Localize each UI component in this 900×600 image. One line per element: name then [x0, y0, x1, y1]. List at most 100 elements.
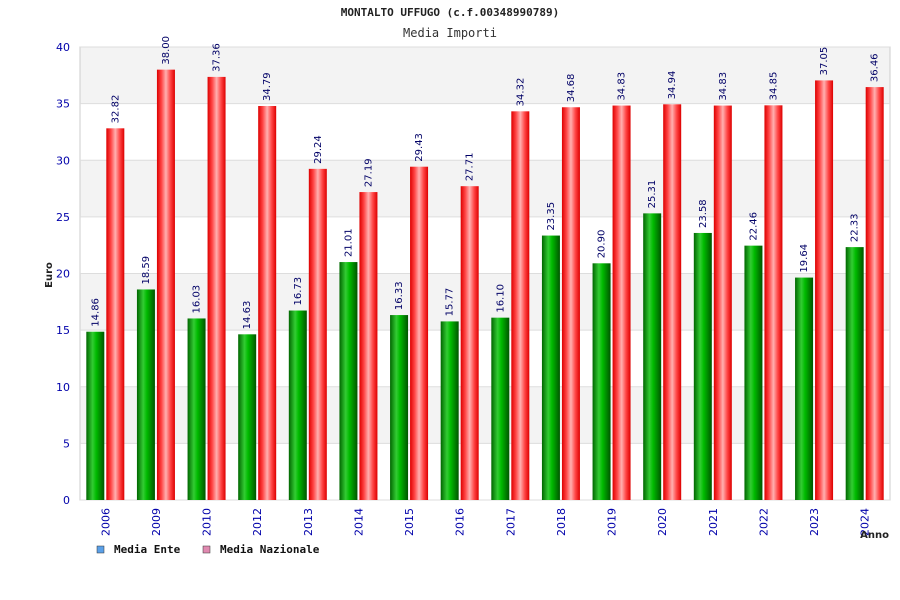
legend-label-media-nazionale: Media Nazionale	[220, 543, 320, 556]
bar-media-nazionale-2021	[713, 105, 732, 501]
bar-media-ente-2015	[390, 315, 409, 500]
data-label-media-nazionale-2012: 34.79	[262, 72, 273, 101]
data-label-media-nazionale-2014: 27.19	[363, 158, 374, 187]
data-label-media-ente-2006: 14.86	[90, 298, 101, 327]
bar-media-nazionale-2022	[764, 105, 783, 500]
bar-media-nazionale-2016	[460, 186, 479, 500]
bar-media-nazionale-2012	[258, 106, 277, 501]
x-tick-label-2016: 2016	[454, 508, 467, 536]
bar-media-nazionale-2024	[865, 87, 884, 500]
x-tick-label-2015: 2015	[403, 508, 416, 536]
x-tick-label-2009: 2009	[150, 508, 163, 536]
legend: Media Ente Media Nazionale	[96, 543, 320, 556]
y-tick-label: 15	[56, 324, 70, 337]
data-label-media-ente-2024: 22.33	[850, 213, 861, 242]
bar-media-ente-2016	[440, 321, 459, 500]
data-label-media-nazionale-2006: 32.82	[110, 95, 121, 124]
bar-media-ente-2019	[592, 263, 611, 500]
data-label-media-nazionale-2022: 34.85	[768, 72, 779, 101]
data-label-media-nazionale-2013: 29.24	[313, 135, 324, 164]
x-tick-label-2018: 2018	[555, 508, 568, 536]
bar-media-ente-2010	[187, 318, 206, 500]
x-tick-label-2024: 2024	[859, 508, 872, 536]
y-tick-label: 10	[56, 381, 70, 394]
data-label-media-ente-2017: 16.10	[495, 284, 506, 313]
bar-media-nazionale-2018	[561, 107, 580, 501]
bars: 14.86 32.82 18.59 38.00 16.03 37.36 14.63 34.79…	[86, 36, 884, 501]
bar-media-ente-2006	[86, 331, 105, 500]
data-label-media-nazionale-2009: 38.00	[161, 36, 172, 65]
data-label-media-nazionale-2023: 37.05	[819, 47, 830, 76]
y-tick-label: 35	[56, 98, 70, 111]
data-label-media-ente-2012: 14.63	[242, 301, 253, 330]
x-axis-ticks: 2006 2009 2010 2012 2013 2014 2015 2016 2017 2018…	[99, 508, 871, 536]
bar-media-ente-2014	[339, 262, 358, 500]
x-tick-label-2014: 2014	[352, 508, 365, 536]
data-label-media-ente-2021: 23.58	[698, 199, 709, 228]
x-tick-label-2012: 2012	[251, 508, 264, 536]
legend-swatch-media-ente	[96, 545, 105, 554]
data-label-media-ente-2023: 19.64	[799, 244, 810, 273]
chart-subtitle: Media Importi	[403, 26, 497, 40]
bar-media-nazionale-2015	[410, 166, 429, 500]
bar-media-nazionale-2014	[359, 192, 378, 501]
x-tick-label-2010: 2010	[201, 508, 214, 536]
bar-media-nazionale-2017	[511, 111, 530, 501]
x-tick-label-2022: 2022	[757, 508, 770, 536]
bar-media-ente-2024	[845, 247, 864, 500]
bar-media-ente-2022	[744, 245, 763, 500]
legend-swatch-media-nazionale	[202, 545, 211, 554]
data-label-media-nazionale-2018: 34.68	[566, 74, 577, 103]
y-tick-label: 5	[63, 437, 70, 450]
bar-media-nazionale-2013	[308, 168, 327, 500]
data-label-media-nazionale-2019: 34.83	[617, 72, 628, 101]
bar-media-ente-2020	[643, 213, 662, 500]
y-axis-label: Euro	[44, 262, 55, 288]
data-label-media-ente-2022: 22.46	[748, 212, 759, 241]
chart-title: MONTALTO UFFUGO (c.f.00348990789)	[341, 6, 560, 19]
bar-media-nazionale-2006	[106, 128, 125, 500]
x-tick-label-2006: 2006	[99, 508, 112, 536]
y-tick-label: 40	[56, 41, 70, 54]
y-tick-label: 25	[56, 211, 70, 224]
bar-media-nazionale-2020	[663, 104, 682, 500]
data-label-media-nazionale-2016: 27.71	[465, 153, 476, 182]
bar-media-ente-2009	[136, 289, 155, 500]
y-tick-label: 30	[56, 154, 70, 167]
bar-media-nazionale-2009	[156, 69, 175, 501]
data-label-media-ente-2016: 15.77	[445, 288, 456, 317]
data-label-media-ente-2014: 21.01	[343, 228, 354, 257]
data-label-media-ente-2020: 25.31	[647, 180, 658, 209]
x-tick-label-2021: 2021	[707, 508, 720, 536]
data-label-media-nazionale-2010: 37.36	[212, 43, 223, 72]
x-tick-label-2017: 2017	[504, 508, 517, 536]
data-label-media-nazionale-2020: 34.94	[667, 71, 678, 100]
bar-media-nazionale-2010	[207, 76, 226, 500]
data-label-media-ente-2019: 20.90	[597, 230, 608, 259]
data-label-media-ente-2018: 23.35	[546, 202, 557, 231]
bar-media-nazionale-2019	[612, 105, 631, 501]
data-label-media-nazionale-2017: 34.32	[515, 78, 526, 107]
bar-media-ente-2021	[693, 232, 712, 501]
data-label-media-nazionale-2021: 34.83	[718, 72, 729, 101]
data-label-media-ente-2010: 16.03	[192, 285, 203, 314]
x-tick-label-2019: 2019	[606, 508, 619, 536]
x-tick-label-2023: 2023	[808, 508, 821, 536]
y-tick-label: 0	[63, 494, 70, 507]
data-label-media-ente-2015: 16.33	[394, 281, 405, 310]
data-label-media-ente-2009: 18.59	[141, 256, 152, 285]
bar-media-nazionale-2023	[815, 80, 834, 500]
x-tick-label-2020: 2020	[656, 508, 669, 536]
x-tick-label-2013: 2013	[302, 508, 315, 536]
data-label-media-nazionale-2015: 29.43	[414, 133, 425, 162]
bar-media-ente-2012	[238, 334, 257, 500]
legend-label-media-ente: Media Ente	[114, 543, 181, 556]
bar-media-ente-2023	[795, 277, 814, 500]
data-label-media-nazionale-2024: 36.46	[870, 53, 881, 82]
bar-media-ente-2013	[288, 310, 307, 500]
bar-media-ente-2018	[541, 235, 560, 500]
y-axis-ticks: 0 5 10 15 20 25 30 35 40	[56, 41, 70, 507]
y-tick-label: 20	[56, 268, 70, 281]
